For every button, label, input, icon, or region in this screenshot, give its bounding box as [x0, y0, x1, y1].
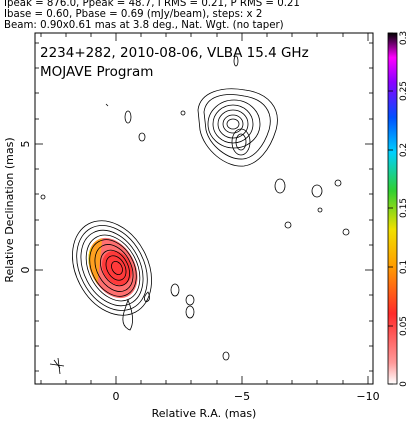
- colorbar-tick-03: 0.3: [399, 31, 409, 45]
- x-tick-label-minus10: −10: [356, 390, 379, 403]
- jet-knot-component: [197, 88, 278, 167]
- x-tick-label-0: 0: [113, 390, 120, 403]
- colorbar: 0 0.05 0.1 0.15 0.2 0.25 0.3: [387, 31, 409, 387]
- header-line-1: Ipeak = 876.0, Ppeak = 48.7, I RMS = 0.2…: [4, 0, 300, 9]
- y-tick-label-0: 0: [19, 267, 32, 274]
- colorbar-tick-02: 0.2: [399, 143, 409, 157]
- plot-frame: [34, 32, 374, 385]
- colorbar-tick-025: 0.25: [399, 81, 409, 101]
- header-line-3: Beam: 0.90x0.61 mas at 3.8 deg., Nat. Wg…: [4, 20, 284, 31]
- x-tick-label-minus5: −5: [234, 390, 250, 403]
- colorbar-gradient: [387, 32, 398, 385]
- noise-contours: [40, 55, 350, 375]
- y-axis-label: Relative Declination (mas): [3, 137, 16, 282]
- plot-title-line-2: MOJAVE Program: [40, 64, 153, 80]
- x-axis-label: Relative R.A. (mas): [152, 407, 257, 420]
- colorbar-tick-015: 0.15: [399, 198, 409, 218]
- colorbar-tick-01: 0.1: [399, 260, 409, 274]
- header-line-2: Ibase = 0.60, Pbase = 0.69 (mJy/beam), s…: [4, 9, 263, 20]
- plot-title-line-1: 2234+282, 2010-08-06, VLBA 15.4 GHz: [40, 45, 309, 61]
- axis-ticks: [35, 33, 373, 384]
- colorbar-tick-005: 0.05: [399, 316, 409, 336]
- y-tick-label-5: 5: [19, 141, 32, 148]
- colorbar-tick-0: 0: [399, 381, 409, 387]
- core-component: [72, 220, 152, 331]
